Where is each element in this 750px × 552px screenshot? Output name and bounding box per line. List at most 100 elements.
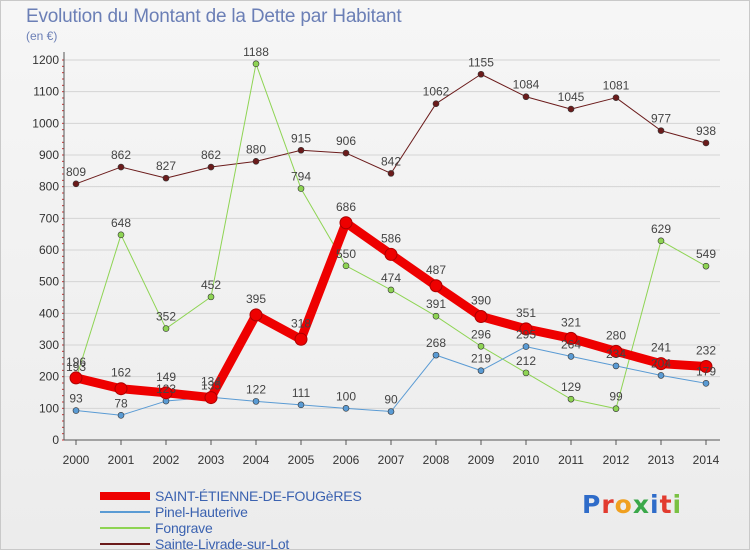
series-3-label-2002: 149 [156,370,176,384]
series-3-label-2008: 487 [426,263,446,277]
series-2-label-2008: 268 [426,336,446,350]
y-tick-label-900: 900 [39,148,59,162]
series-1-point-2008 [432,312,440,320]
series-0-point-2014 [702,139,710,147]
series-2-point-2012 [612,362,620,370]
series-0-point-2004 [252,158,260,165]
series-0-point-2009 [477,70,485,78]
x-tick-label-2009: 2009 [468,453,495,467]
series-3-point-2005 [294,332,308,346]
series-2-label-2010: 295 [516,328,536,342]
series-3-point-2008 [429,279,443,293]
series-2-label-2004: 122 [246,382,266,396]
series-3-label-2005: 318 [291,316,311,330]
logo-letter-1: r [601,490,615,519]
series-2-label-2001: 78 [114,396,128,410]
y-tick-label-800: 800 [39,180,59,194]
logo-letter-6: i [672,490,683,519]
series-1-point-2009 [477,342,485,350]
x-tick-label-2002: 2002 [153,453,180,467]
series-3-label-2000: 196 [66,355,86,369]
series-1-label-2012: 99 [609,390,623,404]
series-3-point-2007 [384,247,398,261]
series-1-label-2014: 549 [696,247,716,261]
series-2-label-2014: 179 [696,364,716,378]
x-tick-label-2003: 2003 [198,453,225,467]
series-2-point-2009 [477,367,485,374]
y-tick-label-400: 400 [39,306,59,320]
series-1-label-2006: 550 [336,247,356,261]
series-0-point-2003 [207,163,215,171]
series-0-label-2008: 1062 [423,85,450,99]
series-3-point-2013 [654,357,668,371]
series-3-point-2004 [249,308,263,322]
legend-label-sainte-livrade: Sainte-Livrade-sur-Lot [155,536,290,552]
x-tick-label-2000: 2000 [63,453,90,467]
series-1-label-2008: 391 [426,297,446,311]
x-tick-label-2008: 2008 [423,453,450,467]
series-2-label-2005: 111 [292,386,311,400]
x-tick-label-2014: 2014 [693,453,720,467]
x-tick-label-2010: 2010 [513,453,540,467]
series-1-label-2000: 193 [66,360,86,374]
legend-label-pinel-hauterive: Pinel-Hauterive [155,504,248,520]
legend-label-saint-etienne: SAINT-ÉTIENNE-DE-FOUGèRES [155,488,362,504]
series-3-point-2000 [69,371,83,385]
x-tick-label-2006: 2006 [333,453,360,467]
series-2-label-2007: 90 [384,393,398,407]
series-2-point-2010 [522,343,530,350]
series-3-point-2002 [159,386,173,400]
y-tick-label-300: 300 [39,338,59,352]
legend-swatch-fongrave [100,527,150,529]
series-3-label-2004: 395 [246,292,266,306]
series-2-point-2001 [117,411,125,419]
series-1-point-2004 [252,60,260,68]
x-tick-label-2004: 2004 [243,453,270,467]
series-1-label-2004: 1188 [243,45,269,59]
series-1-point-2006 [342,262,350,270]
legend-swatch-saint-etienne [100,492,150,500]
series-1-point-2010 [522,369,530,377]
series-3-label-2006: 686 [336,200,356,214]
series-0-point-2005 [297,146,305,154]
y-tick-label-700: 700 [39,211,59,225]
series-2-point-2011 [567,353,575,360]
series-0-point-2008 [432,100,440,107]
logo-letter-0: P [582,490,602,519]
y-tick-label-1100: 1100 [33,85,59,99]
series-0-point-2012 [612,94,620,101]
series-2-point-2013 [657,372,665,379]
x-tick-label-2011: 2011 [558,453,584,467]
series-0-label-2000: 809 [66,165,86,179]
series-2-label-2013: 204 [651,356,671,370]
series-3-label-2012: 280 [606,328,626,342]
x-tick-label-2005: 2005 [288,453,315,467]
series-2-point-2008 [432,351,440,359]
series-3-point-2009 [474,310,488,323]
series-1-point-2002 [162,325,170,332]
series-3-label-2009: 390 [471,294,491,308]
series-3-label-2007: 586 [381,231,401,245]
logo-letter-2: o [614,490,633,519]
series-0-point-2002 [162,174,170,182]
series-1-point-2007 [387,286,395,294]
series-1-point-2003 [207,293,215,301]
series-2-label-2011: 264 [561,337,581,351]
series-2-point-2000 [72,407,80,414]
legend-label-fongrave: Fongrave [155,520,213,536]
proxiti-logo: Proxiti [582,490,682,519]
series-0-label-2007: 842 [381,154,401,168]
x-tick-label-2007: 2007 [378,453,405,467]
series-0-point-2010 [522,93,530,101]
series-0-point-2007 [387,170,395,177]
y-tick-label-200: 200 [39,370,59,384]
series-2-point-2014 [702,380,710,387]
series-3-point-2001 [114,382,128,396]
series-2-point-2007 [387,408,395,415]
y-tick-label-1200: 1200 [32,53,59,67]
series-1-point-2005 [297,185,305,192]
series-2-label-2012: 234 [606,347,626,361]
series-1-label-2005: 794 [291,170,311,184]
series-0-label-2011: 1045 [558,90,585,104]
series-1-label-2013: 629 [651,222,671,236]
